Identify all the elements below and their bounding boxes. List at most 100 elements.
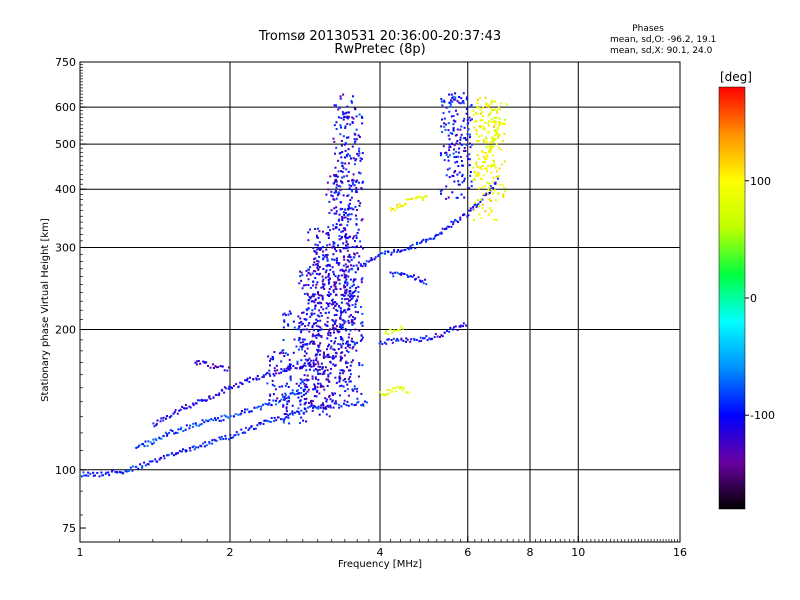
data-point: [480, 125, 483, 127]
data-point: [307, 302, 310, 305]
data-point: [440, 125, 443, 128]
data-point: [354, 246, 357, 249]
data-point: [480, 168, 483, 171]
data-point: [347, 378, 350, 381]
data-point: [468, 116, 471, 119]
data-point: [365, 401, 368, 404]
data-point: [259, 423, 262, 426]
data-point: [360, 392, 363, 395]
data-point: [292, 320, 295, 323]
data-point: [477, 187, 480, 190]
data-point: [287, 313, 290, 316]
data-point: [314, 388, 317, 391]
data-point: [392, 337, 395, 340]
data-point: [344, 380, 347, 383]
data-point: [459, 128, 462, 131]
data-point: [459, 138, 462, 141]
data-point: [370, 257, 373, 259]
data-point: [312, 365, 315, 368]
data-point: [320, 384, 323, 387]
data-point: [296, 360, 299, 363]
data-point: [207, 420, 209, 423]
data-point: [346, 366, 348, 369]
data-point: [297, 407, 300, 410]
data-point: [223, 369, 226, 372]
data-point: [144, 440, 147, 443]
data-point: [341, 268, 344, 271]
data-point: [413, 274, 415, 277]
data-point: [355, 138, 358, 141]
data-point: [345, 111, 348, 114]
data-point: [344, 127, 347, 129]
data-point: [499, 148, 502, 151]
data-point: [494, 134, 496, 137]
data-point: [345, 246, 348, 249]
data-point: [352, 208, 355, 211]
data-point: [198, 399, 201, 402]
data-point: [339, 372, 342, 375]
data-point: [335, 223, 338, 226]
data-point: [361, 265, 364, 268]
data-point: [237, 385, 240, 388]
data-point: [320, 302, 323, 305]
data-point: [335, 178, 337, 181]
data-point: [389, 328, 392, 331]
data-point: [283, 413, 286, 415]
data-point: [344, 208, 347, 211]
data-point: [471, 143, 474, 146]
data-point: [487, 188, 490, 191]
data-point: [282, 395, 285, 398]
data-point: [364, 263, 367, 266]
data-point: [358, 255, 361, 258]
data-point: [332, 224, 335, 227]
data-point: [481, 119, 484, 121]
data-point: [346, 224, 349, 227]
data-point: [344, 112, 347, 115]
data-point: [275, 364, 278, 367]
data-point: [329, 406, 332, 409]
data-point: [391, 390, 394, 393]
data-point: [402, 327, 405, 330]
data-point: [334, 323, 337, 325]
data-point: [331, 299, 333, 302]
data-point: [416, 241, 418, 244]
data-point: [499, 102, 502, 105]
data-point: [447, 225, 450, 228]
data-point: [402, 387, 405, 390]
data-point: [328, 295, 330, 297]
data-point: [344, 269, 347, 272]
data-point: [343, 322, 346, 325]
data-point: [324, 369, 326, 372]
data-point: [484, 128, 487, 131]
data-point: [208, 442, 211, 445]
data-point: [419, 280, 422, 283]
data-point: [311, 409, 314, 412]
data-point: [460, 160, 463, 162]
data-point: [351, 246, 354, 248]
data-point: [320, 362, 323, 365]
data-point: [475, 128, 478, 131]
data-point: [138, 444, 141, 447]
data-point: [483, 174, 486, 177]
data-point: [205, 419, 208, 422]
data-point: [474, 203, 477, 206]
data-point: [342, 256, 345, 259]
data-point: [494, 129, 497, 132]
data-point: [180, 450, 183, 453]
data-point: [451, 143, 453, 146]
data-point: [287, 395, 290, 398]
data-point: [356, 245, 358, 248]
data-point: [292, 351, 295, 354]
data-point: [270, 417, 273, 419]
data-point: [315, 251, 318, 254]
data-point: [445, 151, 448, 154]
data-point: [495, 116, 498, 119]
data-point: [362, 247, 364, 250]
data-point: [301, 338, 304, 341]
data-point: [397, 249, 400, 251]
data-point: [304, 325, 307, 328]
data-point: [351, 304, 354, 306]
data-point: [250, 425, 253, 428]
data-point: [355, 234, 358, 237]
data-point: [462, 100, 465, 103]
